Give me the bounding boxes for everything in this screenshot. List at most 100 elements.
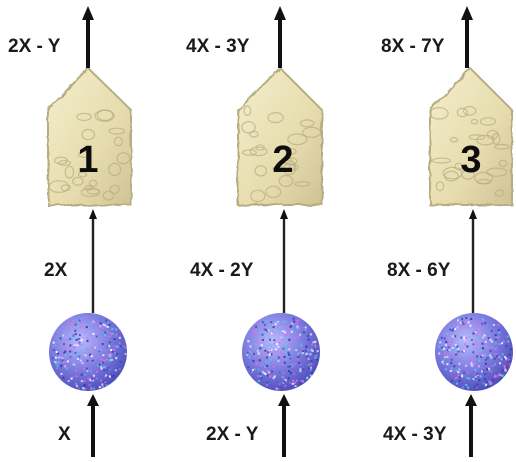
- sphere-speckle: [110, 359, 113, 361]
- sphere-speckle: [113, 338, 116, 340]
- sphere-speckle: [454, 328, 457, 331]
- sphere-speckle: [84, 353, 87, 356]
- sphere-speckle: [102, 323, 105, 326]
- sphere-speckle: [268, 337, 271, 340]
- sphere-speckle: [313, 343, 316, 346]
- sphere-speckle: [115, 357, 118, 360]
- stage-3: 4X - 3Y 8X - 6Y 3 8X - 7Y: [381, 6, 513, 457]
- sphere-speckle: [112, 375, 115, 378]
- sphere-speckle: [474, 340, 477, 343]
- sphere-speckle: [66, 360, 69, 363]
- stone-texture-mark: [456, 107, 468, 118]
- sphere-speckle: [293, 373, 296, 376]
- sphere-speckle: [484, 362, 487, 365]
- stone-texture-mark: [470, 118, 479, 125]
- sphere-speckle: [63, 356, 66, 359]
- sphere-speckle: [280, 336, 283, 339]
- sphere-speckle: [485, 342, 488, 345]
- sphere-speckle: [265, 328, 268, 331]
- sphere-speckle: [299, 363, 302, 366]
- sphere-speckle: [107, 367, 110, 370]
- sphere-speckle: [449, 328, 451, 331]
- stage-3-middle-label: 8X - 6Y: [387, 260, 451, 281]
- sphere-speckle: [453, 365, 456, 368]
- sphere-speckle: [118, 368, 121, 371]
- sphere-speckle: [290, 325, 293, 328]
- sphere-speckle: [476, 355, 479, 358]
- sphere-speckle: [268, 371, 271, 374]
- sphere-speckle: [490, 329, 493, 332]
- sphere-speckle: [266, 351, 269, 354]
- sphere-speckle: [304, 329, 307, 331]
- stone-texture-mark: [454, 162, 464, 171]
- sphere-speckle: [257, 333, 260, 336]
- sphere-speckle: [283, 361, 286, 364]
- sphere-speckle: [105, 384, 108, 387]
- sphere-speckle: [266, 365, 269, 367]
- sphere-speckle: [61, 342, 64, 345]
- sphere-speckle: [307, 357, 310, 360]
- sphere-speckle: [124, 352, 127, 355]
- sphere-speckle: [489, 380, 492, 383]
- stone-texture-mark: [249, 130, 259, 138]
- sphere-speckle: [297, 319, 300, 322]
- stone-texture-mark: [113, 136, 124, 147]
- sphere-speckle: [73, 344, 76, 347]
- sphere-speckle: [296, 357, 299, 360]
- sphere-speckle: [271, 375, 274, 378]
- sphere-speckle: [494, 334, 497, 337]
- sphere-speckle: [52, 341, 55, 344]
- sphere-speckle: [86, 359, 89, 362]
- sphere-speckle: [495, 374, 498, 377]
- sphere-speckle: [471, 361, 474, 364]
- sphere-speckle: [467, 321, 470, 324]
- sphere-speckle: [261, 333, 264, 336]
- sphere-speckle: [287, 377, 290, 380]
- sphere-speckle: [315, 358, 318, 361]
- stone-texture-mark: [243, 105, 252, 117]
- sphere-speckle: [262, 350, 265, 353]
- sphere-speckle: [291, 365, 294, 368]
- sphere-speckle: [486, 385, 489, 388]
- sphere-speckle: [109, 332, 112, 335]
- sphere-speckle: [115, 334, 117, 337]
- sphere-speckle: [115, 328, 118, 331]
- sphere-speckle: [72, 334, 75, 337]
- stage-3-output-label: 8X - 7Y: [381, 36, 445, 57]
- sphere-speckle: [299, 333, 302, 336]
- sphere-speckle: [253, 342, 256, 345]
- sphere-speckle: [490, 382, 493, 385]
- sphere-speckle: [466, 327, 469, 330]
- sphere-speckle: [444, 354, 447, 357]
- stone-texture-mark: [267, 111, 284, 124]
- sphere-speckle: [454, 347, 457, 350]
- sphere-speckle: [314, 340, 317, 343]
- sphere-speckle: [253, 330, 256, 333]
- sphere-speckle: [499, 362, 502, 365]
- sphere-speckle: [96, 322, 99, 325]
- sphere-speckle: [103, 349, 106, 352]
- stone-texture-mark: [81, 128, 96, 141]
- sphere-speckle: [280, 351, 283, 354]
- sphere-speckle: [506, 335, 509, 338]
- sphere-speckle: [462, 349, 465, 352]
- sphere-speckle: [80, 373, 83, 376]
- sphere-speckle: [458, 376, 461, 379]
- sphere-speckle: [481, 370, 483, 373]
- sphere-speckle: [497, 329, 500, 332]
- sphere-speckle: [477, 327, 480, 330]
- sphere-speckle: [113, 345, 116, 348]
- sphere-speckle: [504, 357, 507, 360]
- sphere-speckle: [505, 345, 508, 348]
- sphere-speckle: [478, 322, 481, 325]
- sphere-speckle: [105, 358, 108, 361]
- sphere-speckle: [292, 379, 295, 382]
- sphere-speckle: [450, 367, 453, 370]
- sphere-speckle: [99, 325, 102, 328]
- sphere-speckle: [452, 327, 455, 330]
- sphere-speckle: [68, 329, 71, 332]
- sphere-speckle: [247, 366, 250, 369]
- sphere-speckle: [98, 357, 101, 360]
- sphere-speckle: [89, 370, 92, 373]
- sphere-speckle: [75, 338, 78, 341]
